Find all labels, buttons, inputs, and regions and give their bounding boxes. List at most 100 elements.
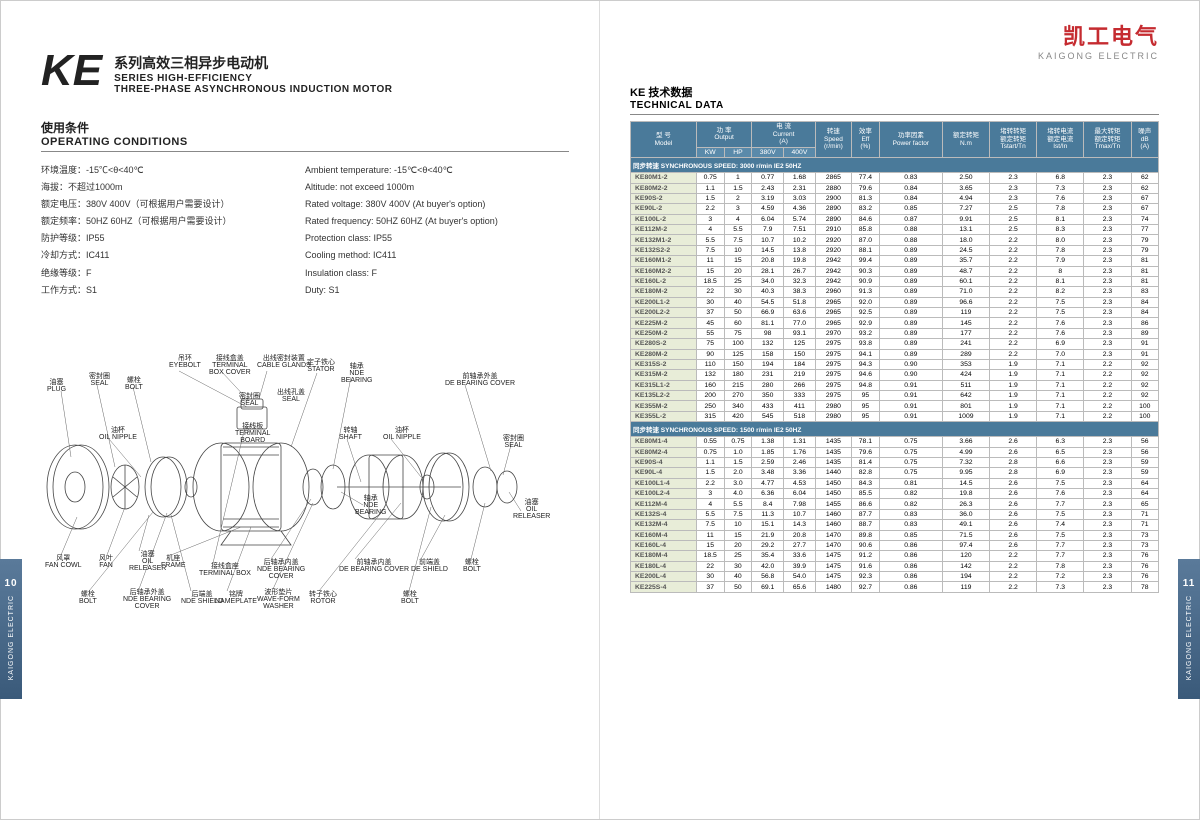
table-section-header: 同步转速 SYNCHRONOUS SPEED: 1500 r/min IE2 5…	[631, 422, 1159, 437]
diagram-label: 油塞OILRELEASER	[513, 499, 550, 521]
diagram-label: 油杯OIL NIPPLE	[383, 427, 421, 442]
table-row: KE225M-2456081.177.0296592.90.891452.27.…	[631, 318, 1159, 328]
diagram-label: 接线板TERMINALBOARD	[235, 423, 270, 445]
oc-heading-en: OPERATING CONDITIONS	[41, 136, 569, 148]
condition-item: Ambient temperature: -15℃<θ<40℃	[305, 162, 569, 179]
table-row: KE250M-255759893.1297093.20.891772.27.62…	[631, 328, 1159, 338]
condition-item: Altitude: not exceed 1000m	[305, 179, 569, 196]
table-row: KE132S2-27.51014.513.8292088.10.8924.52.…	[631, 245, 1159, 255]
page-number-right: 11	[1183, 578, 1196, 589]
catalog-spread: 10 KAIGONG ELECTRIC KE 系列高效三相异步电动机 SERIE…	[0, 0, 1200, 820]
diagram-label: 接线盒盖TERMINALBOX COVER	[209, 355, 251, 377]
page-tab-right: 11 KAIGONG ELECTRIC	[1178, 559, 1200, 699]
table-row: KE315M-2132180231219297594.60.904241.97.…	[631, 370, 1159, 380]
diagram-label: 铭牌NAMEPLATE	[215, 591, 257, 606]
table-row: KE100L-2346.045.74289084.60.879.912.58.1…	[631, 214, 1159, 224]
diagram-label: 前端盖DE SHIELD	[411, 559, 448, 574]
diagram-label: 出线密封装置CABLE GLANDS	[257, 355, 311, 370]
col-current: 电 流Current(A)	[752, 122, 816, 148]
diagram-label: 密封圈SEAL	[239, 393, 260, 408]
diagram-label: 螺栓BOLT	[401, 591, 419, 606]
condition-item: Protection class: IP55	[305, 230, 569, 247]
title-en-1: SERIES HIGH-EFFICIENCY	[114, 73, 392, 84]
condition-item: Insulation class: F	[305, 265, 569, 282]
condition-item: 海拔：不超过1000m	[41, 179, 305, 196]
technical-data-heading: KE 技术数据 TECHNICAL DATA	[630, 84, 1159, 115]
table-row: KE160M2-2152028.126.7294290.30.8948.72.2…	[631, 266, 1159, 276]
td-heading-cn: KE 技术数据	[630, 84, 1159, 100]
diagram-label: 油塞PLUG	[47, 379, 66, 394]
title-en-2: THREE-PHASE ASYNCHRONOUS INDUCTION MOTOR	[114, 84, 392, 95]
page-number-left: 10	[4, 578, 17, 589]
diagram-label: 后轴承内盖NDE BEARINGCOVER	[257, 559, 305, 581]
condition-item: 冷却方式：IC411	[41, 247, 305, 264]
table-row: KE90L-22.234.594.36289083.20.857.272.57.…	[631, 204, 1159, 214]
table-row: KE160L-4152029.227.7147090.60.8697.42.67…	[631, 540, 1159, 550]
col-kw: KW	[696, 147, 724, 157]
diagram-label: 吊环EYEBOLT	[169, 355, 201, 370]
col-pf: 功率因素Power factor	[879, 122, 942, 158]
page-left: 10 KAIGONG ELECTRIC KE 系列高效三相异步电动机 SERIE…	[1, 1, 600, 819]
condition-item: Rated voltage: 380V 400V (At buyer's opt…	[305, 196, 569, 213]
diagram-label: 螺栓BOLT	[79, 591, 97, 606]
table-section-header: 同步转速 SYNCHRONOUS SPEED: 3000 r/min IE2 5…	[631, 158, 1159, 173]
diagram-label: 风罩FAN COWL	[45, 555, 82, 570]
col-tstart: 堵转转矩额定转矩Tstart/Tn	[990, 122, 1037, 158]
table-row: KE315L1-2160215280266297594.80.915111.97…	[631, 380, 1159, 390]
table-row: KE90S-21.523.193.03290081.30.844.942.37.…	[631, 193, 1159, 203]
table-row: KE100L2-434.06.366.04145085.50.8219.82.6…	[631, 489, 1159, 499]
col-torque: 额定转矩N.m	[942, 122, 989, 158]
col-tmax: 最大转矩额定转矩Tmax/Tn	[1084, 122, 1131, 158]
table-row: KE200L1-2304054.551.8296592.00.8996.62.2…	[631, 297, 1159, 307]
table-row: KE200L2-2375066.963.6296592.50.891192.27…	[631, 308, 1159, 318]
table-row: KE200L-4304056.854.0147592.30.861942.27.…	[631, 572, 1159, 582]
oc-heading-cn: 使用条件	[41, 119, 569, 136]
diagram-label: 螺栓BOLT	[125, 377, 143, 392]
brand-logo: 凯工电气 KAIGONG ELECTRIC	[1038, 19, 1159, 61]
diagram-label: 出线孔盖SEAL	[277, 389, 305, 404]
col-hp: HP	[724, 147, 752, 157]
operating-conditions-heading: 使用条件 OPERATING CONDITIONS	[41, 119, 569, 152]
col-output: 功 率Output	[696, 122, 751, 148]
title-cn: 系列高效三相异步电动机	[114, 53, 392, 73]
diagram-label: 密封圈SEAL	[89, 373, 110, 388]
condition-item: 环境温度：-15℃<θ<40℃	[41, 162, 305, 179]
col-380v: 380V	[752, 147, 784, 157]
table-row: KE160M1-2111520.819.8294299.40.8935.72.2…	[631, 256, 1159, 266]
col-400v: 400V	[784, 147, 816, 157]
table-row: KE132S-45.57.511.310.7146087.70.8336.02.…	[631, 509, 1159, 519]
diagram-label: 螺栓BOLT	[463, 559, 481, 574]
condition-item: 额定频率：50HZ 60HZ（可根据用户需要设计）	[41, 213, 305, 230]
brand-vertical: KAIGONG ELECTRIC	[1186, 595, 1193, 680]
diagram-label: 前轴承外盖DE BEARING COVER	[445, 373, 515, 388]
title-block: KE 系列高效三相异步电动机 SERIES HIGH-EFFICIENCY TH…	[41, 49, 569, 95]
condition-item: 防护等级：IP55	[41, 230, 305, 247]
table-row: KE355L-23154205455182980950.9110091.97.1…	[631, 411, 1159, 421]
diagram-label: 波形垫片WAVE-FORMWASHER	[257, 589, 300, 611]
page-tab-left: 10 KAIGONG ELECTRIC	[0, 559, 22, 699]
table-row: KE180M-418.52535.433.6147591.20.861202.2…	[631, 551, 1159, 561]
table-row: KE225S-4375069.165.6148092.70.861192.27.…	[631, 582, 1159, 592]
table-row: KE90S-41.11.52.592.46143581.40.757.322.8…	[631, 457, 1159, 467]
series-code: KE	[41, 49, 102, 93]
table-row: KE112M-245.57.97.51291085.80.8813.12.58.…	[631, 225, 1159, 235]
table-row: KE90L-41.52.03.483.36144082.80.759.952.8…	[631, 468, 1159, 478]
col-speed: 转速Speed(r/min)	[815, 122, 851, 158]
diagram-label: 后轴承外盖NDE BEARINGCOVER	[123, 589, 171, 611]
diagram-label: 油杯OIL NIPPLE	[99, 427, 137, 442]
diagram-label: 风叶FAN	[99, 555, 113, 570]
page-right: 11 KAIGONG ELECTRIC 凯工电气 KAIGONG ELECTRI…	[600, 1, 1199, 819]
table-row: KE80M1-20.7510.771.68286577.40.832.502.3…	[631, 173, 1159, 183]
diagram-label: 机座FRAME	[161, 555, 186, 570]
condition-item: Cooling method: IC411	[305, 247, 569, 264]
diagram-label: 定子铁心STATOR	[307, 359, 335, 374]
td-heading-en: TECHNICAL DATA	[630, 100, 1159, 111]
table-row: KE180L-4223042.039.9147591.60.861422.27.…	[631, 561, 1159, 571]
condition-item: Rated frequency: 50HZ 60HZ (At buyer's o…	[305, 213, 569, 230]
exploded-diagram: 油塞PLUG 密封圈SEAL 螺栓BOLT 吊环EYEBOLT 接线盒盖TERMINAL…	[41, 327, 561, 637]
col-model: 型 号Model	[631, 122, 697, 158]
brand-en: KAIGONG ELECTRIC	[1038, 51, 1159, 61]
diagram-label: 接线盒座TERMINAL BOX	[199, 563, 251, 578]
table-row: KE180M-2223040.338.3296091.30.8971.02.28…	[631, 287, 1159, 297]
col-ist: 堵转电流额定电流Ist/In	[1037, 122, 1084, 158]
